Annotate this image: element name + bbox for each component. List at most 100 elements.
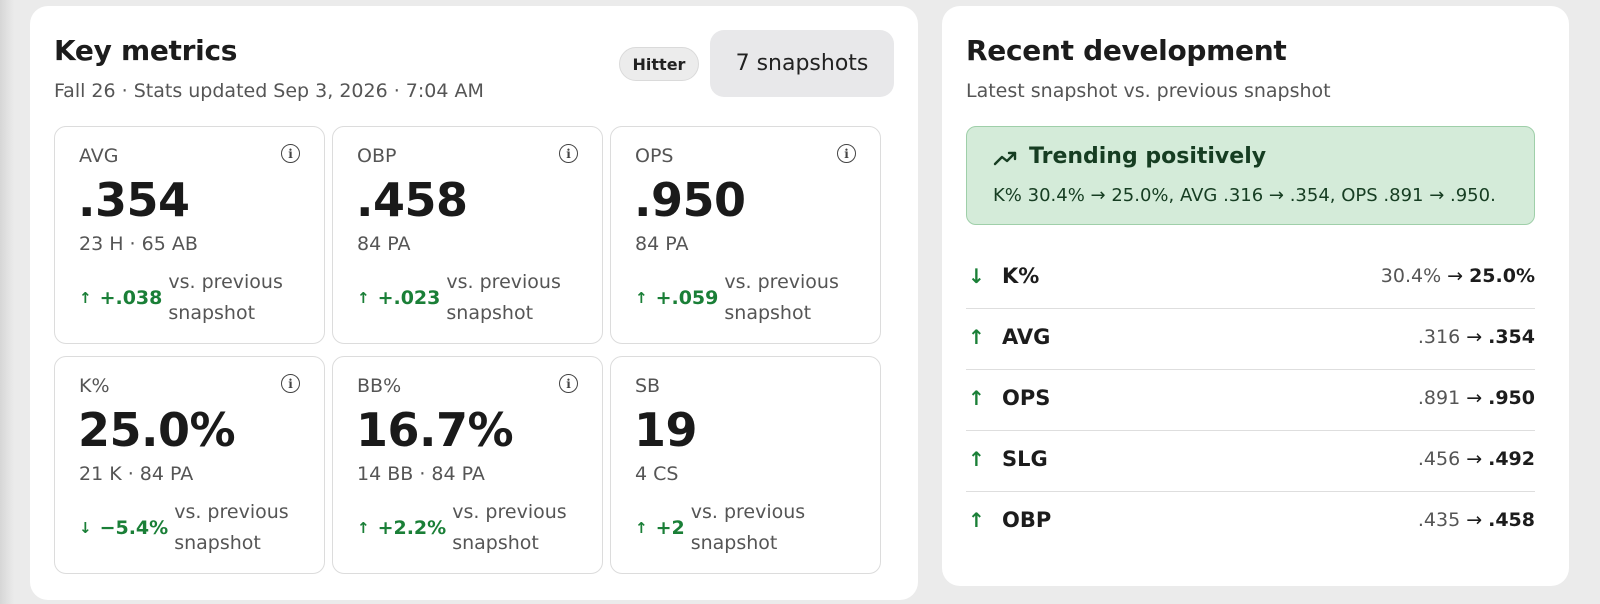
info-icon[interactable]: i	[837, 144, 856, 163]
arrow-right-icon: →	[1466, 448, 1483, 470]
metric-label: SB	[635, 375, 661, 397]
new-value: .354	[1488, 326, 1535, 348]
metric-change: ↑ +.038 vs. previous snapshot	[79, 267, 288, 329]
trend-summary-box: Trending positively K% 30.4% → 25.0%, AV…	[966, 126, 1535, 225]
metric-label: K%	[79, 375, 110, 397]
window-edge-shadow	[0, 0, 14, 604]
metric-change: ↓ −5.4% vs. previous snapshot	[79, 497, 294, 559]
arrow-up-icon: ↑	[357, 289, 370, 307]
stat-values: .435 → .458	[1418, 509, 1535, 531]
old-value: .316	[1417, 326, 1461, 348]
metric-card-bb-pct: BB% i 16.7% 14 BB · 84 PA ↑ +2.2% vs. pr…	[332, 356, 603, 574]
metric-value: .458	[356, 173, 468, 227]
stat-name: OPS	[1002, 386, 1051, 410]
arrow-up-icon: ↑	[968, 447, 985, 471]
arrow-up-icon: ↑	[968, 386, 985, 410]
trending-up-icon	[993, 151, 1017, 166]
old-value: .456	[1417, 448, 1461, 470]
arrow-right-icon: →	[1466, 326, 1483, 348]
metric-value: .354	[78, 173, 190, 227]
key-metrics-title: Key metrics	[54, 34, 238, 67]
metric-detail: 4 CS	[635, 463, 679, 485]
metric-card-obp: OBP i .458 84 PA ↑ +.023 vs. previous sn…	[332, 126, 603, 344]
change-value: +.038	[99, 287, 163, 309]
metric-card-avg: AVG i .354 23 H · 65 AB ↑ +.038 vs. prev…	[54, 126, 325, 344]
change-value: +.059	[655, 287, 719, 309]
info-icon[interactable]: i	[281, 374, 300, 393]
arrow-down-icon: ↓	[79, 519, 92, 537]
metric-detail: 84 PA	[357, 233, 411, 255]
arrow-up-icon: ↑	[635, 289, 648, 307]
arrow-up-icon: ↑	[357, 519, 370, 537]
metric-detail: 23 H · 65 AB	[79, 233, 198, 255]
stat-name: SLG	[1002, 447, 1048, 471]
development-row-obp: ↑ OBP .435 → .458	[966, 492, 1535, 553]
metric-label: AVG	[79, 145, 119, 167]
new-value: .950	[1488, 387, 1535, 409]
new-value: 25.0%	[1469, 265, 1535, 287]
metric-value: 16.7%	[356, 403, 514, 457]
metric-card-k-pct: K% i 25.0% 21 K · 84 PA ↓ −5.4% vs. prev…	[54, 356, 325, 574]
stat-values: 30.4% → 25.0%	[1381, 265, 1535, 287]
change-value: +2.2%	[377, 517, 447, 539]
arrow-up-icon: ↑	[968, 508, 985, 532]
old-value: 30.4%	[1380, 265, 1442, 287]
old-value: .435	[1417, 509, 1461, 531]
info-icon[interactable]: i	[281, 144, 300, 163]
metric-label: OPS	[635, 145, 674, 167]
snapshots-button[interactable]: 7 snapshots	[710, 30, 894, 97]
stat-values: .316 → .354	[1418, 326, 1535, 348]
arrow-right-icon: →	[1466, 509, 1483, 531]
new-value: .492	[1488, 448, 1535, 470]
metric-card-sb: SB 19 4 CS ↑ +2 vs. previous snapshot	[610, 356, 881, 574]
key-metrics-subtitle: Fall 26 · Stats updated Sep 3, 2026 · 7:…	[54, 80, 484, 102]
metric-label: OBP	[357, 145, 397, 167]
old-value: .891	[1417, 387, 1461, 409]
metric-change: ↑ +.023 vs. previous snapshot	[357, 267, 566, 329]
metric-value: .950	[634, 173, 746, 227]
development-row-avg: ↑ AVG .316 → .354	[966, 309, 1535, 370]
metric-value: 19	[634, 403, 698, 457]
change-value: −5.4%	[99, 517, 169, 539]
change-value: +.023	[377, 287, 441, 309]
change-caption: vs. previous snapshot	[446, 271, 561, 324]
metric-label: BB%	[357, 375, 402, 397]
trend-title: Trending positively	[1029, 144, 1267, 169]
metric-change: ↑ +2 vs. previous snapshot	[635, 497, 811, 559]
metric-detail: 14 BB · 84 PA	[357, 463, 485, 485]
recent-development-panel: Recent development Latest snapshot vs. p…	[942, 6, 1569, 586]
arrow-up-icon: ↑	[635, 519, 648, 537]
info-icon[interactable]: i	[559, 144, 578, 163]
arrow-right-icon: →	[1447, 265, 1464, 287]
stat-name: AVG	[1002, 325, 1051, 349]
recent-development-title: Recent development	[966, 34, 1287, 67]
metric-change: ↑ +2.2% vs. previous snapshot	[357, 497, 572, 559]
arrow-up-icon: ↑	[968, 325, 985, 349]
change-caption: vs. previous snapshot	[690, 501, 806, 554]
player-type-badge: Hitter	[619, 47, 699, 81]
stat-name: OBP	[1002, 508, 1052, 532]
change-caption: vs. previous snapshot	[168, 271, 283, 324]
trend-description: K% 30.4% → 25.0%, AVG .316 → .354, OPS .…	[993, 185, 1496, 206]
arrow-right-icon: →	[1466, 387, 1483, 409]
new-value: .458	[1488, 509, 1535, 531]
arrow-up-icon: ↑	[79, 289, 92, 307]
arrow-down-icon: ↓	[968, 264, 985, 288]
development-row-ops: ↑ OPS .891 → .950	[966, 370, 1535, 431]
stat-name: K%	[1002, 264, 1040, 288]
info-icon[interactable]: i	[559, 374, 578, 393]
change-caption: vs. previous snapshot	[724, 271, 839, 324]
change-value: +2	[655, 517, 685, 539]
metric-detail: 21 K · 84 PA	[79, 463, 194, 485]
metric-value: 25.0%	[78, 403, 236, 457]
metric-card-ops: OPS i .950 84 PA ↑ +.059 vs. previous sn…	[610, 126, 881, 344]
development-row-k-pct: ↓ K% 30.4% → 25.0%	[966, 248, 1535, 309]
stat-values: .891 → .950	[1418, 387, 1535, 409]
recent-development-subtitle: Latest snapshot vs. previous snapshot	[966, 80, 1331, 102]
key-metrics-panel: Key metrics Fall 26 · Stats updated Sep …	[30, 6, 918, 600]
change-caption: vs. previous snapshot	[174, 501, 289, 554]
development-row-slg: ↑ SLG .456 → .492	[966, 431, 1535, 492]
metric-change: ↑ +.059 vs. previous snapshot	[635, 267, 844, 329]
stat-values: .456 → .492	[1418, 448, 1535, 470]
metric-detail: 84 PA	[635, 233, 689, 255]
